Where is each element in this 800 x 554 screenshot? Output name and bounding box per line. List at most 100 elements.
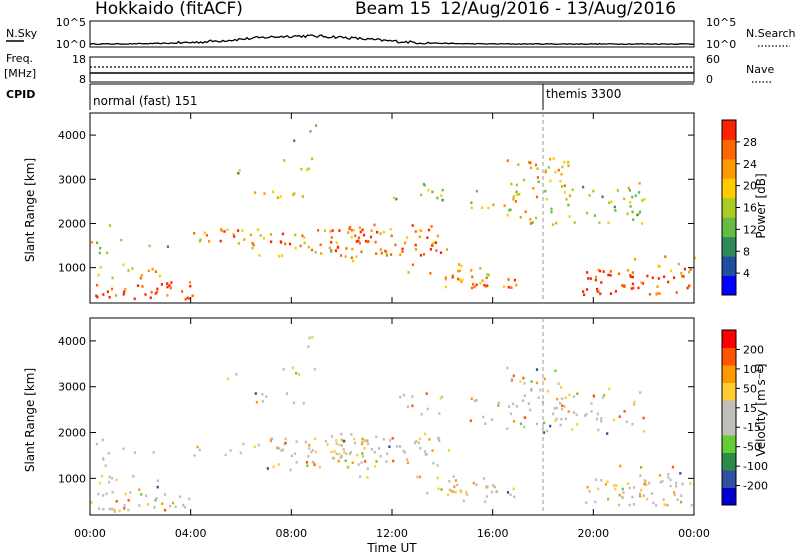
data-cell xyxy=(352,259,355,263)
data-cell xyxy=(329,230,332,233)
data-cell xyxy=(168,284,171,287)
data-cell xyxy=(350,236,353,239)
data-cell xyxy=(133,297,136,301)
data-cell xyxy=(199,238,202,241)
data-cell xyxy=(360,461,363,464)
data-cell xyxy=(667,476,670,479)
data-cell xyxy=(460,490,463,494)
data-cell xyxy=(485,276,488,280)
data-cell xyxy=(593,214,596,217)
data-cell xyxy=(361,228,364,232)
data-cell xyxy=(589,277,592,280)
data-cell xyxy=(417,441,420,445)
data-cell xyxy=(96,241,99,245)
data-cell xyxy=(614,209,617,212)
data-cell xyxy=(461,278,464,282)
data-cell xyxy=(629,201,632,204)
data-cell xyxy=(278,447,281,450)
data-cell xyxy=(457,277,460,281)
data-cell xyxy=(403,451,406,454)
data-cell xyxy=(586,288,589,291)
data-cell xyxy=(588,490,591,493)
data-cell xyxy=(616,189,619,192)
data-cell xyxy=(196,445,199,449)
data-cell xyxy=(295,440,298,443)
data-cell xyxy=(284,441,287,445)
data-cell xyxy=(303,241,306,245)
data-cell xyxy=(596,287,599,291)
nsky-label: N.Sky xyxy=(6,27,38,40)
data-cell xyxy=(582,185,585,189)
data-cell xyxy=(95,294,98,298)
colorbar-swatch xyxy=(722,382,736,401)
freq-tick-top: 18 xyxy=(72,53,86,66)
colorbar-swatch xyxy=(722,197,736,218)
data-cell xyxy=(394,243,397,247)
data-cell xyxy=(232,233,235,236)
time-axis-label: Time UT xyxy=(366,541,417,554)
data-cell xyxy=(614,487,617,491)
data-cell xyxy=(586,271,589,274)
data-cell xyxy=(276,196,279,199)
data-cell xyxy=(188,297,191,300)
data-cell xyxy=(515,283,518,287)
data-cell xyxy=(556,397,559,401)
data-cell xyxy=(366,467,369,470)
data-cell xyxy=(543,377,546,381)
data-cell xyxy=(96,295,99,299)
x-tick-label: 04:00 xyxy=(175,527,207,540)
data-cell xyxy=(686,286,689,290)
data-cell xyxy=(561,404,564,408)
x-tick-label: 00:00 xyxy=(678,527,710,540)
data-cell xyxy=(677,262,680,266)
data-cell xyxy=(411,224,414,227)
data-cell xyxy=(623,284,626,287)
freq-panel: Freq. [MHz] 18 8 60 0 Nave xyxy=(4,52,774,86)
data-cell xyxy=(280,449,283,452)
data-cell xyxy=(643,479,646,482)
data-cell xyxy=(642,429,645,433)
data-cell xyxy=(652,501,655,505)
data-cell xyxy=(483,283,486,287)
data-cell xyxy=(554,419,557,422)
data-cell xyxy=(129,491,132,494)
data-cell xyxy=(330,435,334,438)
data-cell xyxy=(418,235,421,239)
data-cell xyxy=(673,276,676,279)
data-cell xyxy=(115,500,118,503)
data-cell xyxy=(331,456,334,460)
data-cell xyxy=(448,488,451,492)
data-cell xyxy=(607,221,610,225)
data-cell xyxy=(600,417,603,420)
data-cell xyxy=(271,437,274,441)
data-cell xyxy=(104,464,107,467)
data-cell xyxy=(90,501,93,504)
data-cell xyxy=(427,228,431,232)
data-cell xyxy=(426,491,429,495)
colorbar-swatch xyxy=(722,400,736,418)
data-cell xyxy=(319,243,322,247)
data-cell xyxy=(447,449,450,452)
x-tick-label: 00:00 xyxy=(74,527,106,540)
data-cell xyxy=(106,251,109,255)
data-cell xyxy=(513,278,516,282)
power-y-axis: 1000 2000 3000 4000 xyxy=(58,129,694,275)
data-cell xyxy=(508,405,511,408)
data-cell xyxy=(338,452,341,456)
data-cell xyxy=(603,394,606,397)
y-tick-label: 1000 xyxy=(58,262,86,275)
data-cell xyxy=(98,507,101,510)
data-cell xyxy=(507,278,510,281)
data-cell xyxy=(224,453,227,457)
colorbar-tick-label: 16 xyxy=(743,202,757,215)
velocity-panel: 1000 2000 3000 4000 00:00 04:00 08:00 12:00 16:… xyxy=(23,113,710,554)
data-cell xyxy=(650,492,654,495)
data-cell xyxy=(555,417,558,421)
data-cell xyxy=(416,475,419,479)
data-cell xyxy=(618,415,621,418)
data-cell xyxy=(133,451,136,454)
data-cell xyxy=(486,284,489,287)
data-cell xyxy=(308,336,311,340)
data-cell xyxy=(343,451,346,454)
